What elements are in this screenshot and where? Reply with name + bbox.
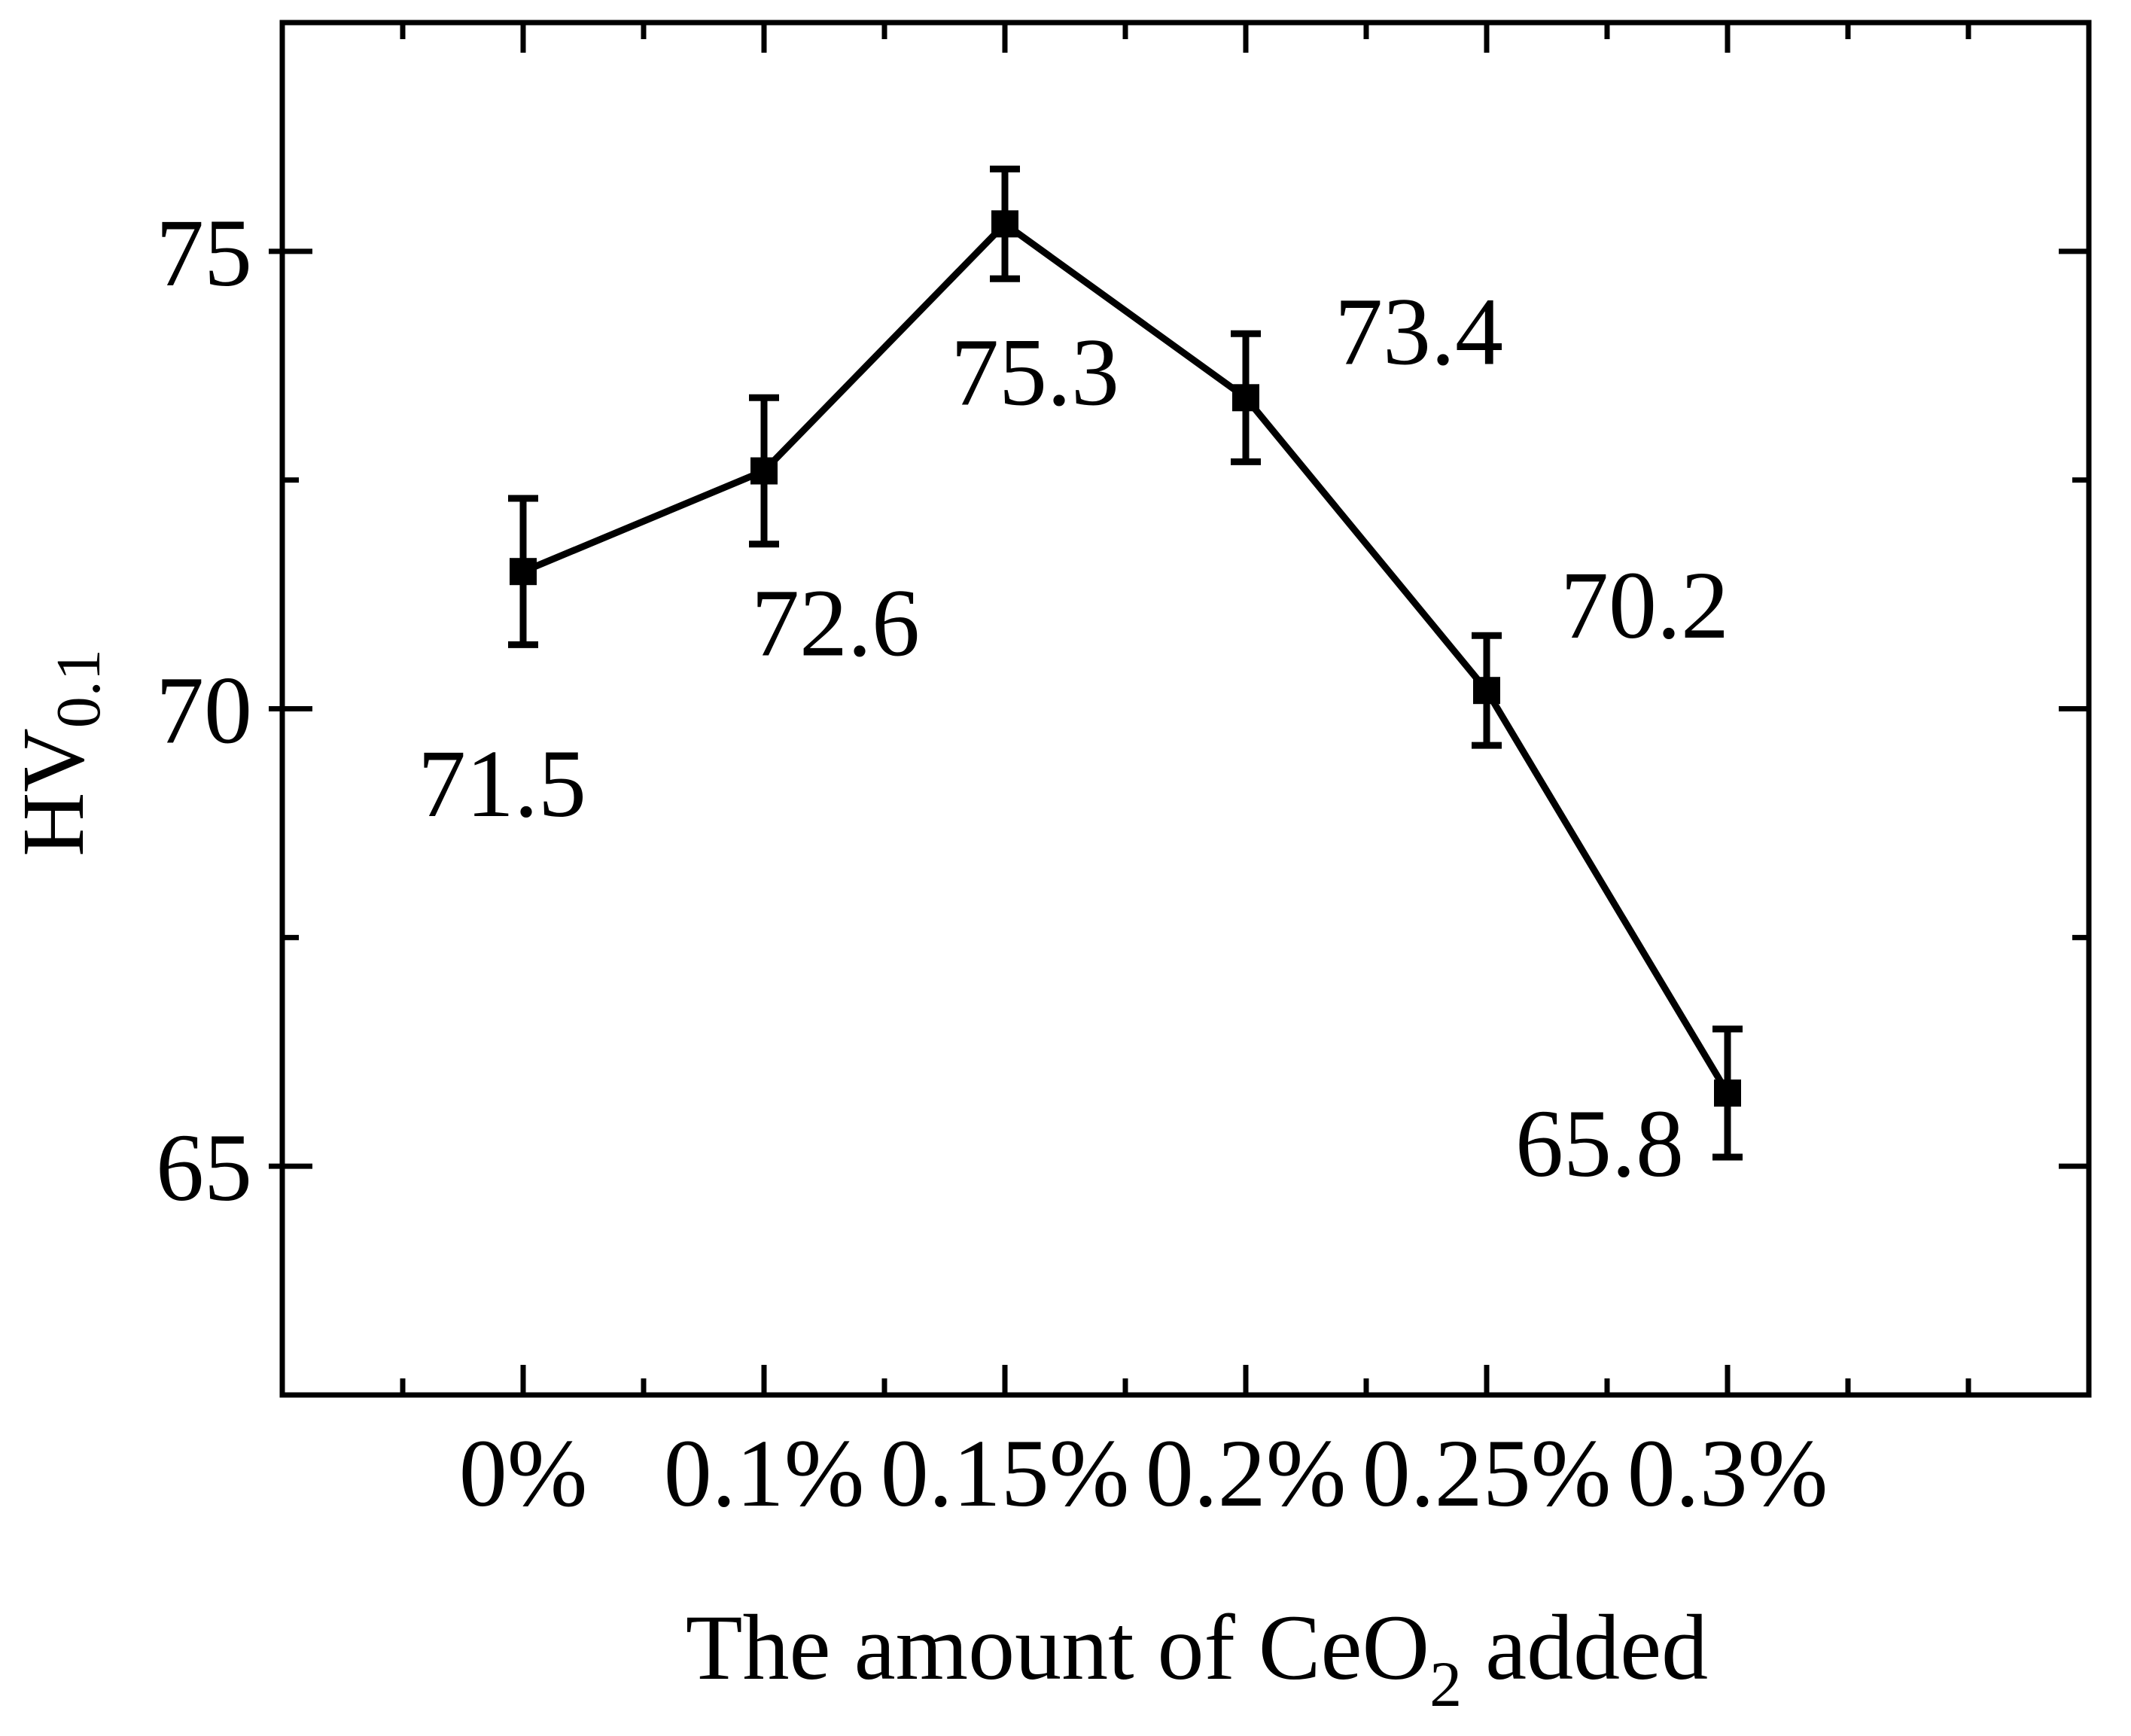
data-label: 70.2 [1560, 552, 1729, 659]
x-tick-label: 0% [459, 1420, 588, 1527]
data-point [1473, 677, 1500, 705]
series-hv [508, 165, 1743, 1161]
data-point [1714, 1079, 1741, 1107]
data-label: 75.3 [951, 318, 1119, 425]
x-axis-label: The amount of CeO2 added [686, 1596, 1708, 1720]
x-axis-label-main: The amount of CeO [686, 1596, 1429, 1699]
x-tick-label: 0.2% [1146, 1420, 1347, 1527]
x-tick-label: 0.25% [1362, 1420, 1612, 1527]
series-line [522, 219, 1731, 1095]
x-tick-label: 0.3% [1627, 1420, 1828, 1527]
data-point [1232, 384, 1259, 412]
x-tick-label: 0.15% [881, 1420, 1130, 1527]
x-tick-labels: 0% 0.1% 0.15% 0.2% 0.25% 0.3% [459, 1420, 1828, 1527]
x-axis-label-suffix: added [1462, 1596, 1708, 1699]
axis-ticks [269, 23, 2089, 1395]
y-axis-label: HV0.1 [4, 649, 114, 856]
data-labels: 71.5 72.6 75.3 73.4 70.2 65.8 [418, 278, 1729, 1197]
data-label: 71.5 [418, 730, 586, 837]
data-label: 72.6 [751, 570, 920, 677]
y-tick-label: 65 [156, 1114, 252, 1221]
y-tick-labels: 65 70 75 [156, 199, 252, 1221]
data-label: 65.8 [1515, 1090, 1684, 1197]
y-tick-label: 75 [156, 199, 252, 306]
y-tick-label: 70 [156, 657, 252, 764]
data-point [991, 210, 1018, 238]
data-label: 73.4 [1335, 278, 1503, 385]
y-axis-label-subscript: 0.1 [44, 649, 114, 728]
x-axis-label-subscript: 2 [1429, 1648, 1462, 1720]
y-axis-label-main: HV [4, 728, 102, 856]
x-tick-label: 0.1% [664, 1420, 865, 1527]
data-point [510, 558, 537, 586]
data-point [750, 457, 778, 485]
plot-frame [279, 20, 2092, 1398]
